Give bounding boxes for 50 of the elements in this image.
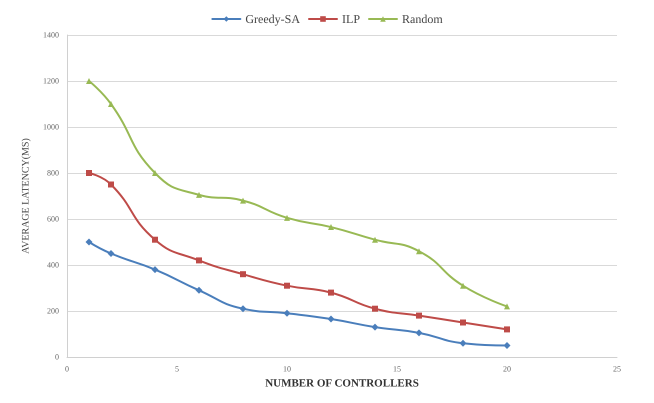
legend-label: Random bbox=[402, 12, 444, 26]
point bbox=[108, 182, 114, 188]
y-tick-label: 200 bbox=[47, 306, 59, 316]
point bbox=[284, 282, 290, 289]
y-tick-label: 600 bbox=[47, 214, 59, 224]
point bbox=[328, 224, 334, 230]
point bbox=[372, 236, 378, 243]
point bbox=[372, 306, 378, 312]
point bbox=[86, 238, 92, 246]
legend-label: ILP bbox=[342, 12, 360, 26]
point bbox=[328, 290, 334, 296]
point bbox=[284, 214, 290, 221]
point bbox=[504, 326, 510, 332]
y-tick-label: 800 bbox=[47, 168, 59, 178]
legend-label: Greedy-SA bbox=[245, 12, 300, 26]
x-axis-title: NUMBER OF CONTROLLERS bbox=[265, 377, 419, 390]
point bbox=[416, 329, 422, 336]
y-tick-label: 1000 bbox=[43, 122, 59, 132]
point bbox=[196, 192, 202, 198]
y-tick-label: 400 bbox=[47, 260, 59, 270]
y-tick-label: 1200 bbox=[43, 76, 59, 86]
x-tick-label: 25 bbox=[613, 364, 621, 374]
point bbox=[504, 342, 510, 349]
point bbox=[416, 248, 422, 254]
point bbox=[504, 303, 510, 310]
x-tick-label: 10 bbox=[283, 364, 291, 374]
point bbox=[196, 286, 202, 294]
point bbox=[460, 340, 466, 347]
point bbox=[86, 170, 92, 176]
point bbox=[108, 101, 114, 107]
point bbox=[416, 312, 422, 319]
x-tick-label: 15 bbox=[393, 364, 401, 374]
y-tick-label: 0 bbox=[55, 352, 59, 362]
y-tick-label: 1400 bbox=[43, 30, 59, 40]
point bbox=[152, 266, 158, 274]
point bbox=[460, 320, 466, 326]
point bbox=[196, 257, 202, 264]
x-tick-label: 20 bbox=[503, 364, 511, 374]
point bbox=[108, 250, 114, 257]
point bbox=[240, 305, 246, 312]
y-axis-title: AVERAGE LATENCY(MS) bbox=[20, 138, 32, 254]
x-tick-label: 0 bbox=[65, 364, 69, 374]
point bbox=[152, 236, 158, 243]
x-tick-label: 5 bbox=[175, 364, 179, 374]
point bbox=[328, 316, 334, 323]
point bbox=[460, 282, 466, 289]
point bbox=[372, 324, 378, 331]
point bbox=[240, 271, 246, 278]
point bbox=[240, 198, 246, 204]
point bbox=[284, 310, 290, 317]
